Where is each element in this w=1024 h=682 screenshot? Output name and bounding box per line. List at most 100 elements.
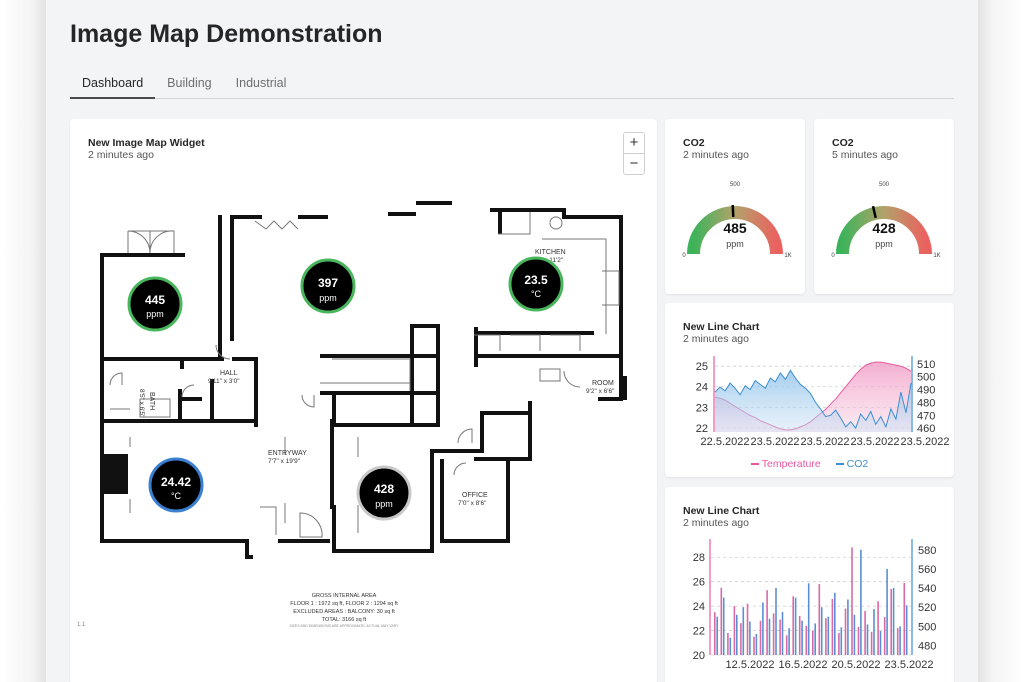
sensor-unit: °C — [531, 289, 542, 299]
floor-plan-fixtures — [109, 212, 620, 538]
bar-co2 — [840, 627, 843, 655]
bar-temperature — [746, 603, 749, 655]
bar-temperature — [759, 620, 762, 655]
bar-co2 — [905, 605, 908, 655]
gauge-card-co2-1: CO2 2 minutes ago 485 ppm 0 500 1K — [665, 119, 805, 294]
bar-co2 — [847, 599, 849, 655]
x-tick: 23.5.2022 — [901, 436, 950, 448]
x-tick: 23.5.2022 — [751, 436, 800, 448]
bar-co2 — [801, 620, 803, 655]
sensor-unit: °C — [171, 491, 182, 501]
bar-co2 — [834, 592, 836, 655]
sensor-value: 397 — [318, 276, 338, 290]
tab-building[interactable]: Building — [167, 76, 212, 90]
legend-co2[interactable]: CO2 — [835, 458, 868, 470]
gauge-needle — [871, 205, 877, 219]
sensor-marker-temp-lounge[interactable]: 24.42 °C — [148, 457, 204, 513]
sensor-value: 428 — [374, 482, 394, 496]
card-subtitle: 2 minutes ago — [683, 333, 749, 345]
y-right-tick: 500 — [918, 621, 936, 633]
tab-industrial[interactable]: Industrial — [235, 76, 287, 90]
y-right-tick: 460 — [917, 423, 935, 435]
floor-plan[interactable]: KITCHEN 21'6" x 11'2" HALL 9'11" x 3'0" … — [70, 119, 657, 682]
y-left-tick: 22 — [696, 423, 708, 435]
room-bath-dim: 8'5" x 6'5" — [138, 389, 145, 418]
bar-temperature — [740, 623, 742, 655]
gauge-unit: ppm — [726, 239, 744, 249]
sensor-value: 24.42 — [161, 475, 191, 489]
bar-co2 — [768, 618, 771, 655]
gauge-min-label: 0 — [831, 253, 835, 259]
page-title: Image Map Demonstration — [70, 20, 383, 48]
card-subtitle: 2 minutes ago — [683, 149, 749, 161]
sensor-value: 23.5 — [524, 273, 548, 287]
bar-co2 — [873, 609, 875, 655]
bar-temperature — [818, 584, 821, 655]
chart-legend: Temperature CO2 — [665, 458, 954, 470]
gauge-max-label: 1K — [933, 253, 940, 259]
sensor-marker-co2-bedroom[interactable]: 445 ppm — [127, 276, 183, 332]
bar-co2 — [853, 614, 856, 655]
bar-temperature — [785, 635, 788, 655]
bar-co2 — [736, 614, 738, 655]
x-tick: 16.5.2022 — [779, 659, 828, 671]
sensor-marker-co2-dining[interactable]: 428 ppm — [356, 465, 412, 521]
x-tick: 22.5.2022 — [701, 436, 750, 448]
bar-chart[interactable]: 28 26 24 22 20 580 560 540 520 500 480 12.5.2022 16.… — [665, 487, 954, 682]
room-entryway-dim: 7'7" x 19'9" — [268, 458, 301, 465]
bar-temperature — [812, 630, 814, 655]
gauge-value: 428 — [872, 220, 896, 236]
bar-temperature — [890, 589, 892, 655]
bar-chart-card: New Line Chart 2 minutes ago 28 26 24 22 20 5… — [665, 487, 954, 682]
bar-temperature — [883, 617, 886, 655]
image-map-card: New Image Map Widget 2 minutes ago + − — [70, 119, 657, 682]
gauge-chart: 428 ppm 0 500 1K — [831, 182, 940, 259]
sensor-value: 445 — [145, 293, 165, 307]
room-room-label: ROOM — [592, 380, 614, 387]
gauge-min-label: 0 — [682, 253, 686, 259]
bar-co2 — [827, 616, 830, 655]
tab-dashboard[interactable]: Dashboard — [70, 70, 156, 99]
gauge-max-label: 1K — [784, 253, 791, 259]
room-hall-label: HALL — [220, 370, 238, 377]
gauge-mid-label: 500 — [730, 182, 741, 188]
gauge-card-co2-2: CO2 5 minutes ago 428 ppm 0 500 1K — [814, 119, 954, 294]
room-bath-label: BATH — [148, 392, 155, 410]
bar-co2 — [775, 588, 777, 655]
y-right-tick: 500 — [917, 372, 935, 384]
bar-temperature — [831, 598, 834, 655]
room-office-label: OFFICE — [462, 492, 488, 499]
y-right-tick: 540 — [918, 583, 936, 595]
room-room-dim: 9'2" x 6'6" — [586, 388, 615, 395]
x-tick: 23.5.2022 — [851, 436, 900, 448]
gauge-unit: ppm — [875, 239, 893, 249]
x-tick: 20.5.2022 — [832, 659, 881, 671]
legend-temperature[interactable]: Temperature — [750, 458, 821, 470]
room-entryway-label: ENTRYWAY — [268, 450, 307, 457]
legend-temperature-label: Temperature — [761, 458, 821, 470]
bar-co2 — [866, 624, 869, 655]
bar-co2 — [755, 634, 758, 655]
bar-co2 — [788, 628, 790, 655]
right-backdrop — [978, 0, 1024, 682]
bar-co2 — [886, 568, 888, 655]
bar-temperature — [720, 587, 723, 655]
zoom-control: + − — [623, 132, 645, 175]
gauge-mid-label: 500 — [879, 182, 890, 188]
bar-co2 — [807, 583, 810, 655]
y-left-tick: 25 — [696, 361, 708, 373]
bar-temperature — [753, 636, 755, 655]
sensor-marker-co2-living[interactable]: 397 ppm — [300, 258, 356, 314]
bar-co2 — [892, 588, 895, 655]
bar-co2 — [729, 637, 732, 655]
area-disclaimer: SIZES AND DIMENSIONS ARE APPROXIMATE, AC… — [289, 624, 399, 628]
y-right-tick: 480 — [918, 640, 936, 652]
bar-temperature — [805, 625, 808, 655]
y-left-tick: 23 — [696, 402, 708, 414]
zoom-out-button[interactable]: − — [629, 155, 639, 172]
bar-temperature — [896, 628, 899, 655]
y-right-tick: 510 — [917, 359, 935, 371]
zoom-in-button[interactable]: + — [624, 133, 644, 154]
sensor-marker-temp-kitchen[interactable]: 23.5 °C — [508, 256, 564, 312]
